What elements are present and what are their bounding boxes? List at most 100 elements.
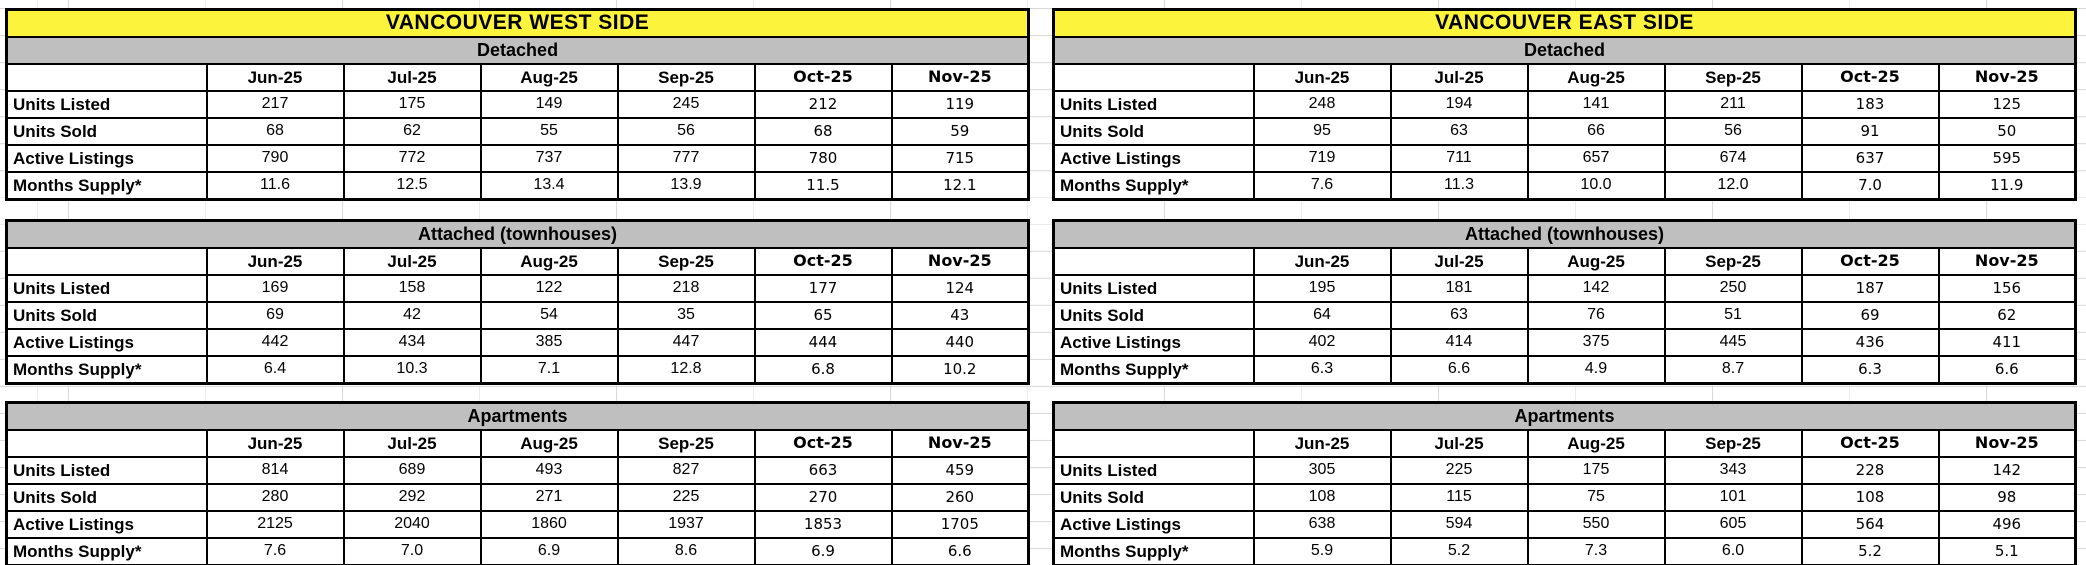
cell-apartments-units-sold-aug-25[interactable]: 271	[479, 483, 619, 512]
corner-cell[interactable]	[5, 247, 208, 276]
cell-attached-townhouses-units-sold-jun-25[interactable]: 69	[205, 301, 345, 330]
cell-attached-townhouses-units-sold-aug-25[interactable]: 76	[1526, 301, 1666, 330]
cell-attached-townhouses-months-supply-sep-25[interactable]: 12.8	[616, 355, 756, 385]
cell-apartments-units-sold-aug-25[interactable]: 75	[1526, 483, 1666, 512]
cell-attached-townhouses-months-supply-sep-25[interactable]: 8.7	[1663, 355, 1803, 385]
cell-attached-townhouses-active-listings-jun-25[interactable]: 442	[205, 328, 345, 357]
cell-attached-townhouses-active-listings-aug-25[interactable]: 375	[1526, 328, 1666, 357]
cell-apartments-active-listings-aug-25[interactable]: 550	[1526, 510, 1666, 539]
row-label-months-supply[interactable]: Months Supply*	[1052, 355, 1255, 385]
row-label-months-supply[interactable]: Months Supply*	[5, 537, 208, 565]
row-label-active-listings[interactable]: Active Listings	[5, 144, 208, 173]
col-header-oct-25[interactable]: Oct-25	[753, 63, 893, 92]
col-header-jul-25[interactable]: Jul-25	[342, 63, 482, 92]
cell-detached-months-supply-sep-25[interactable]: 12.0	[1663, 171, 1803, 201]
cell-attached-townhouses-active-listings-jul-25[interactable]: 414	[1389, 328, 1529, 357]
cell-detached-months-supply-aug-25[interactable]: 10.0	[1526, 171, 1666, 201]
col-header-sep-25[interactable]: Sep-25	[616, 429, 756, 458]
cell-apartments-active-listings-nov-25[interactable]: 1705	[890, 510, 1030, 539]
col-header-jul-25[interactable]: Jul-25	[342, 247, 482, 276]
cell-detached-units-sold-nov-25[interactable]: 59	[890, 117, 1030, 146]
cell-detached-active-listings-jun-25[interactable]: 719	[1252, 144, 1392, 173]
section-header-attached-townhouses[interactable]: Attached (townhouses)	[5, 219, 1030, 249]
corner-cell[interactable]	[5, 429, 208, 458]
row-label-units-listed[interactable]: Units Listed	[5, 90, 208, 119]
cell-attached-townhouses-units-listed-jun-25[interactable]: 169	[205, 274, 345, 303]
col-header-jul-25[interactable]: Jul-25	[342, 429, 482, 458]
col-header-oct-25[interactable]: Oct-25	[1800, 429, 1940, 458]
row-label-units-sold[interactable]: Units Sold	[1052, 117, 1255, 146]
corner-cell[interactable]	[1052, 429, 1255, 458]
col-header-oct-25[interactable]: Oct-25	[1800, 247, 1940, 276]
cell-apartments-units-sold-jul-25[interactable]: 292	[342, 483, 482, 512]
col-header-jun-25[interactable]: Jun-25	[205, 429, 345, 458]
cell-detached-units-sold-sep-25[interactable]: 56	[1663, 117, 1803, 146]
cell-apartments-units-sold-sep-25[interactable]: 225	[616, 483, 756, 512]
cell-detached-units-listed-jul-25[interactable]: 194	[1389, 90, 1529, 119]
cell-detached-units-listed-jun-25[interactable]: 248	[1252, 90, 1392, 119]
cell-detached-units-sold-jul-25[interactable]: 62	[342, 117, 482, 146]
cell-apartments-units-sold-jun-25[interactable]: 280	[205, 483, 345, 512]
corner-cell[interactable]	[1052, 247, 1255, 276]
cell-detached-active-listings-sep-25[interactable]: 777	[616, 144, 756, 173]
corner-cell[interactable]	[1052, 63, 1255, 92]
cell-apartments-units-listed-nov-25[interactable]: 142	[1937, 456, 2077, 485]
cell-apartments-months-supply-oct-25[interactable]: 5.2	[1800, 537, 1940, 565]
cell-attached-townhouses-months-supply-jul-25[interactable]: 6.6	[1389, 355, 1529, 385]
cell-apartments-units-listed-oct-25[interactable]: 663	[753, 456, 893, 485]
cell-detached-units-listed-aug-25[interactable]: 141	[1526, 90, 1666, 119]
cell-attached-townhouses-active-listings-aug-25[interactable]: 385	[479, 328, 619, 357]
cell-attached-townhouses-active-listings-sep-25[interactable]: 447	[616, 328, 756, 357]
cell-detached-units-listed-sep-25[interactable]: 211	[1663, 90, 1803, 119]
cell-detached-active-listings-oct-25[interactable]: 780	[753, 144, 893, 173]
col-header-nov-25[interactable]: Nov-25	[890, 429, 1030, 458]
cell-detached-active-listings-sep-25[interactable]: 674	[1663, 144, 1803, 173]
cell-apartments-units-listed-sep-25[interactable]: 343	[1663, 456, 1803, 485]
row-label-units-listed[interactable]: Units Listed	[1052, 456, 1255, 485]
row-label-units-listed[interactable]: Units Listed	[5, 274, 208, 303]
row-label-months-supply[interactable]: Months Supply*	[5, 171, 208, 201]
cell-attached-townhouses-active-listings-nov-25[interactable]: 440	[890, 328, 1030, 357]
cell-attached-townhouses-active-listings-jul-25[interactable]: 434	[342, 328, 482, 357]
cell-apartments-months-supply-sep-25[interactable]: 6.0	[1663, 537, 1803, 565]
cell-detached-units-sold-sep-25[interactable]: 56	[616, 117, 756, 146]
region-title-cell[interactable]: VANCOUVER EAST SIDE	[1052, 8, 2077, 38]
cell-apartments-months-supply-jun-25[interactable]: 7.6	[205, 537, 345, 565]
col-header-jul-25[interactable]: Jul-25	[1389, 429, 1529, 458]
cell-attached-townhouses-units-sold-oct-25[interactable]: 65	[753, 301, 893, 330]
cell-attached-townhouses-active-listings-sep-25[interactable]: 445	[1663, 328, 1803, 357]
cell-apartments-units-listed-nov-25[interactable]: 459	[890, 456, 1030, 485]
col-header-oct-25[interactable]: Oct-25	[753, 429, 893, 458]
row-label-months-supply[interactable]: Months Supply*	[1052, 537, 1255, 565]
section-header-attached-townhouses[interactable]: Attached (townhouses)	[1052, 219, 2077, 249]
cell-apartments-months-supply-aug-25[interactable]: 7.3	[1526, 537, 1666, 565]
cell-apartments-months-supply-jul-25[interactable]: 5.2	[1389, 537, 1529, 565]
col-header-aug-25[interactable]: Aug-25	[1526, 247, 1666, 276]
col-header-sep-25[interactable]: Sep-25	[1663, 63, 1803, 92]
cell-attached-townhouses-months-supply-nov-25[interactable]: 6.6	[1937, 355, 2077, 385]
cell-attached-townhouses-units-listed-sep-25[interactable]: 250	[1663, 274, 1803, 303]
cell-detached-active-listings-jun-25[interactable]: 790	[205, 144, 345, 173]
row-label-active-listings[interactable]: Active Listings	[1052, 510, 1255, 539]
col-header-jul-25[interactable]: Jul-25	[1389, 63, 1529, 92]
cell-attached-townhouses-units-sold-nov-25[interactable]: 62	[1937, 301, 2077, 330]
cell-detached-units-listed-jul-25[interactable]: 175	[342, 90, 482, 119]
cell-apartments-months-supply-oct-25[interactable]: 6.9	[753, 537, 893, 565]
section-header-apartments[interactable]: Apartments	[1052, 401, 2077, 431]
corner-cell[interactable]	[5, 63, 208, 92]
row-label-active-listings[interactable]: Active Listings	[5, 510, 208, 539]
row-label-active-listings[interactable]: Active Listings	[5, 328, 208, 357]
cell-attached-townhouses-units-listed-jul-25[interactable]: 181	[1389, 274, 1529, 303]
cell-attached-townhouses-months-supply-nov-25[interactable]: 10.2	[890, 355, 1030, 385]
cell-apartments-active-listings-jul-25[interactable]: 594	[1389, 510, 1529, 539]
cell-attached-townhouses-units-sold-sep-25[interactable]: 35	[616, 301, 756, 330]
cell-attached-townhouses-units-listed-nov-25[interactable]: 124	[890, 274, 1030, 303]
cell-detached-units-listed-nov-25[interactable]: 125	[1937, 90, 2077, 119]
col-header-jun-25[interactable]: Jun-25	[1252, 63, 1392, 92]
cell-apartments-active-listings-oct-25[interactable]: 1853	[753, 510, 893, 539]
col-header-jun-25[interactable]: Jun-25	[205, 63, 345, 92]
col-header-nov-25[interactable]: Nov-25	[1937, 247, 2077, 276]
cell-apartments-units-listed-jun-25[interactable]: 305	[1252, 456, 1392, 485]
cell-apartments-active-listings-aug-25[interactable]: 1860	[479, 510, 619, 539]
row-label-active-listings[interactable]: Active Listings	[1052, 328, 1255, 357]
